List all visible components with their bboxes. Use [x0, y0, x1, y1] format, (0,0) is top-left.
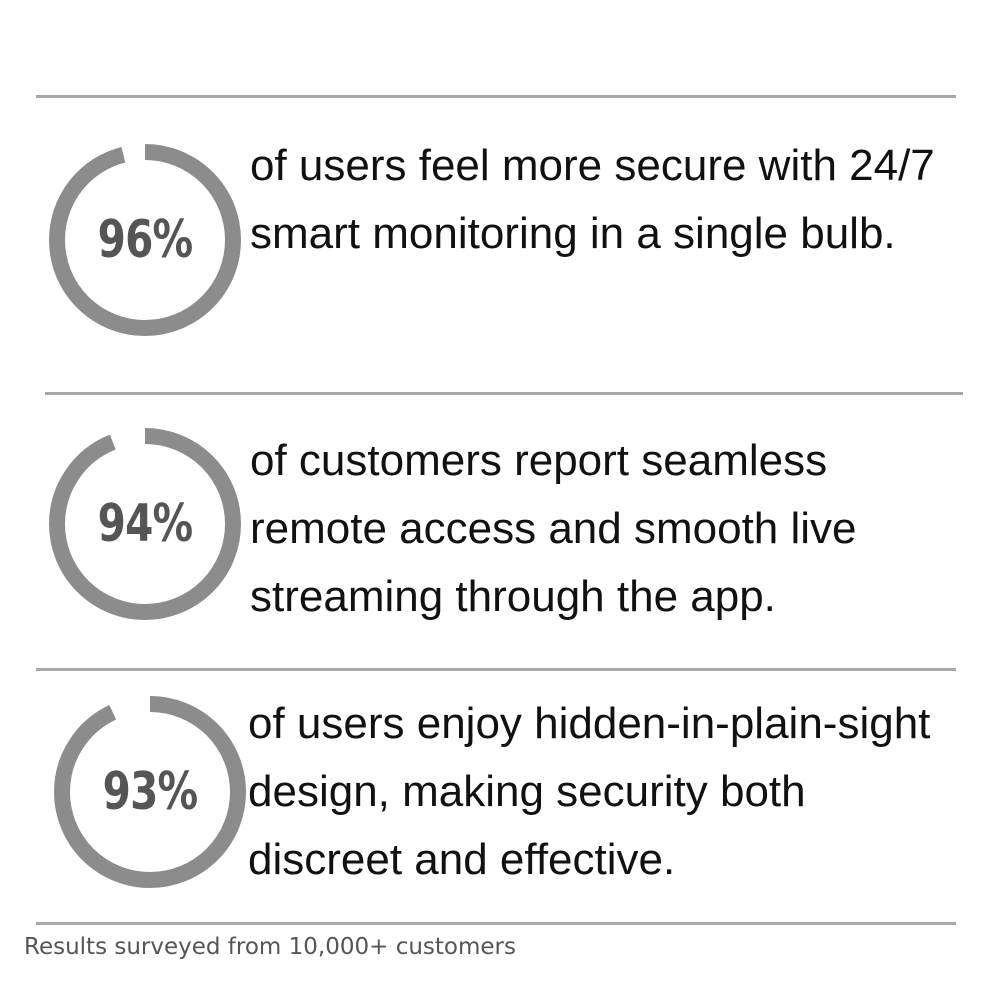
- percent-label-2: 94%: [97, 494, 194, 554]
- progress-ring-2: 94%: [45, 424, 245, 624]
- stat-description-1: of users feel more secure with 24/7 smar…: [250, 141, 935, 258]
- ring-arc-1: [49, 144, 241, 336]
- percent-label-1: 96%: [97, 210, 194, 270]
- ring-svg-1: [49, 144, 241, 336]
- footer-note: Results surveyed from 10,000+ customers: [24, 934, 516, 960]
- ring-svg-2: [49, 428, 241, 620]
- progress-ring-1: 96%: [45, 140, 245, 340]
- ring-svg-3: [54, 696, 246, 888]
- ring-arc-2: [49, 428, 241, 620]
- divider-2: [45, 392, 963, 395]
- divider-bottom: [36, 922, 956, 925]
- divider-3: [36, 668, 956, 671]
- ring-arc-3: [54, 696, 246, 888]
- percent-label-3: 93%: [102, 762, 199, 822]
- stat-description-2: of customers report seamless remote acce…: [250, 436, 857, 621]
- divider-top: [36, 95, 956, 98]
- stat-description-3: of users enjoy hidden-in-plain-sight des…: [248, 699, 931, 884]
- progress-ring-3: 93%: [50, 692, 250, 892]
